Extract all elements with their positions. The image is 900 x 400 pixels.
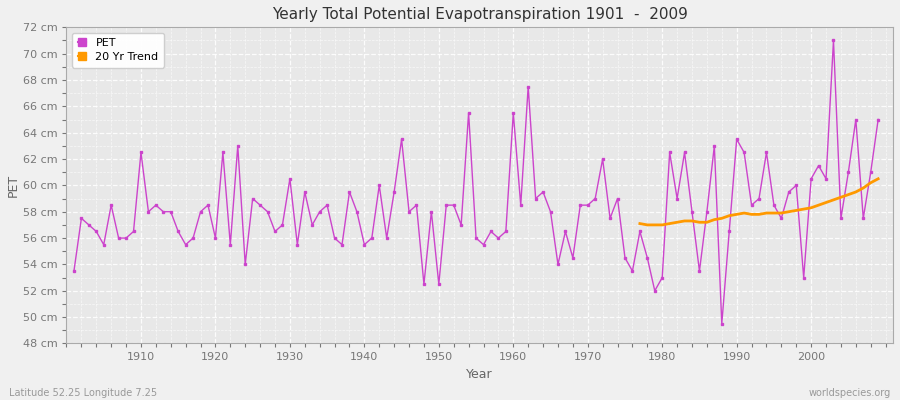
X-axis label: Year: Year [466,368,493,381]
Text: worldspecies.org: worldspecies.org [809,388,891,398]
Y-axis label: PET: PET [7,174,20,197]
Legend: PET, 20 Yr Trend: PET, 20 Yr Trend [72,33,164,68]
Title: Yearly Total Potential Evapotranspiration 1901  -  2009: Yearly Total Potential Evapotranspiratio… [272,7,688,22]
Text: Latitude 52.25 Longitude 7.25: Latitude 52.25 Longitude 7.25 [9,388,157,398]
